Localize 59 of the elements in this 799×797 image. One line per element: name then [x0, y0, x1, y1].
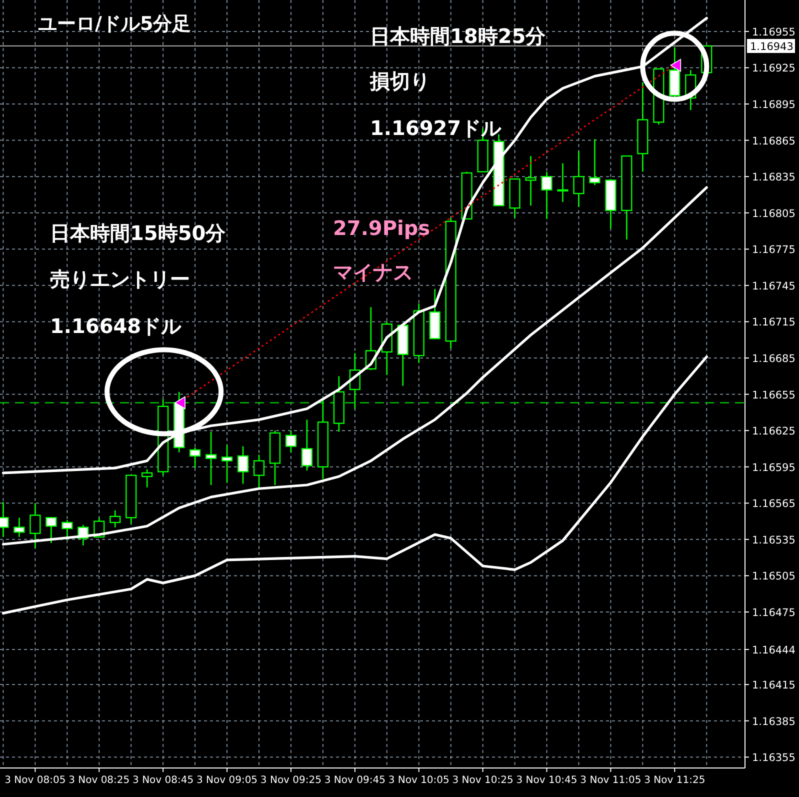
- candlestick: [573, 150, 584, 208]
- x-tick-label: 3 Nov 09:45: [324, 775, 386, 786]
- x-tick-label: 3 Nov 08:45: [132, 775, 194, 786]
- y-tick-label: 1.16925: [752, 62, 796, 75]
- text: ユーロ/ドル5分足: [38, 13, 192, 35]
- y-tick-label: 1.16444: [752, 644, 796, 656]
- candlestick: [541, 171, 552, 220]
- candlestick: [237, 446, 249, 484]
- candlestick: [189, 446, 201, 469]
- candlestick: [221, 444, 233, 484]
- y-tick-label: 1.16865: [752, 135, 796, 148]
- annotation: 損切り: [369, 69, 430, 93]
- annotation: 27.9Pips: [333, 216, 430, 240]
- y-tick-label: 1.16475: [752, 606, 796, 619]
- candlestick: [62, 519, 73, 540]
- y-tick-label: 1.16895: [752, 99, 796, 112]
- y-tick-label: 1.16685: [752, 352, 796, 365]
- candlestick: [557, 162, 568, 203]
- x-tick-label: 3 Nov 08:25: [68, 775, 130, 786]
- annotation: 1.16927ドル: [370, 116, 502, 140]
- y-tick-label: 1.16715: [752, 316, 796, 329]
- annotation: 日本時間15時50分: [50, 221, 227, 245]
- candlestick: [14, 516, 25, 538]
- y-tick-label: 1.16775: [752, 244, 796, 256]
- y-tick-label: 1.16505: [752, 570, 796, 583]
- x-tick-label: 3 Nov 09:25: [260, 775, 322, 786]
- x-tick-label: 3 Nov 10:45: [516, 775, 578, 786]
- y-tick-label: 1.16955: [752, 26, 796, 38]
- annotation: 売りエントリー: [50, 267, 190, 291]
- candlestick: [30, 502, 41, 549]
- x-tick-label: 3 Nov 09:05: [196, 775, 258, 786]
- ref-line-label: 1.16943: [750, 40, 794, 53]
- annotation: 日本時間18時25分: [370, 24, 547, 48]
- x-tick-label: 3 Nov 11:05: [580, 775, 642, 786]
- x-tick-label: 3 Nov 10:25: [452, 775, 514, 786]
- candlestick: [525, 155, 536, 206]
- candlestick: [285, 430, 297, 453]
- y-tick-label: 1.16565: [752, 498, 796, 510]
- y-tick-label: 1.16535: [752, 534, 796, 546]
- y-tick-label: 1.16655: [752, 389, 796, 402]
- candlestick: [142, 468, 153, 488]
- candlestick: [253, 454, 265, 488]
- y-tick-label: 1.16355: [752, 752, 796, 764]
- candlestick: [301, 419, 313, 472]
- y-tick-label: 1.16595: [752, 462, 796, 474]
- y-tick-label: 1.16385: [752, 716, 796, 728]
- candlestick: [110, 510, 121, 528]
- annotation: 1.16648ドル: [50, 314, 182, 338]
- candlestick: [589, 138, 600, 186]
- y-tick-label: 1.16745: [752, 280, 796, 292]
- x-tick-label: 3 Nov 10:05: [388, 775, 450, 786]
- y-tick-label: 1.16835: [752, 172, 796, 184]
- x-tick-label: 3 Nov 08:05: [4, 775, 66, 786]
- y-tick-label: 1.16805: [752, 208, 796, 220]
- candlestick: [205, 431, 217, 486]
- y-tick-label: 1.16625: [752, 426, 796, 438]
- annotation: マイナス: [333, 260, 413, 284]
- x-tick-label: 3 Nov 11:25: [644, 775, 706, 786]
- y-tick-label: 1.16415: [752, 680, 796, 692]
